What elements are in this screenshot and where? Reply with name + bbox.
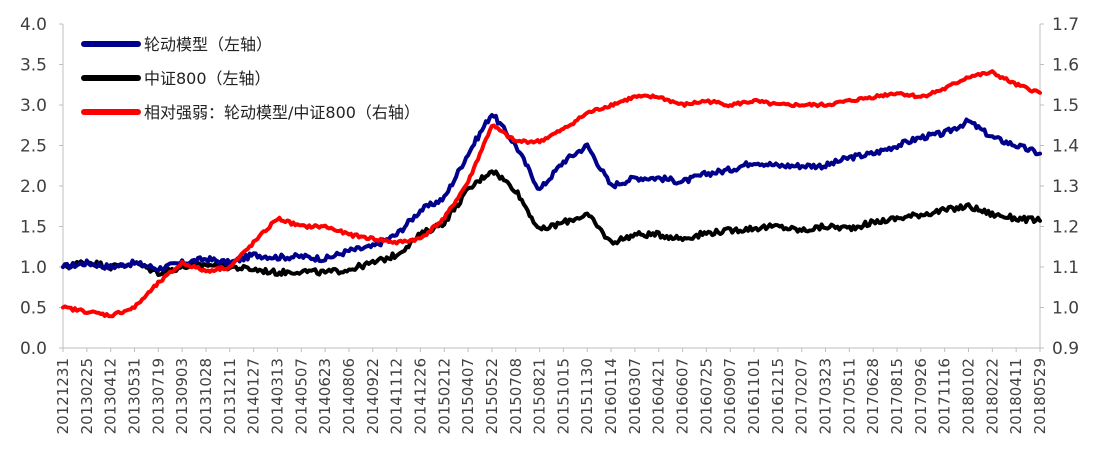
x-tick-label: 20170207 <box>793 358 811 434</box>
series-line-0 <box>61 113 1042 273</box>
left-tick-label: 0.0 <box>20 339 47 359</box>
x-tick-label: 20140507 <box>292 358 310 434</box>
x-tick-label: 20150522 <box>483 358 501 434</box>
left-tick-label: 3.5 <box>20 56 47 76</box>
x-tick-label: 20140922 <box>364 358 382 434</box>
x-tick-label: 20180102 <box>960 358 978 434</box>
left-tick-label: 2.5 <box>20 137 47 157</box>
x-tick-label: 20130225 <box>78 358 96 434</box>
right-tick-label: 1.4 <box>1052 137 1079 157</box>
x-tick-label: 20160114 <box>602 358 620 434</box>
left-tick-label: 1.5 <box>20 218 47 238</box>
left-tick-label: 1.0 <box>20 258 47 278</box>
chart-axes: 0.0 0.5 1.0 1.5 2.0 2.5 3.0 3.5 4.0 0.9 1.0 1.1 1.2 1… <box>20 15 1079 434</box>
x-tick-label: 20170815 <box>888 358 906 434</box>
legend-label-1: 中证800（左轴） <box>144 69 271 88</box>
x-tick-label: 20140313 <box>268 358 286 434</box>
x-tick-label: 20130531 <box>125 358 143 434</box>
x-tick-label: 20160725 <box>697 358 715 434</box>
series-line-2 <box>61 69 1042 319</box>
x-tick-label: 20170628 <box>864 358 882 434</box>
x-tick-label: 20140806 <box>340 358 358 434</box>
x-tick-label: 20180529 <box>1031 358 1049 434</box>
x-tick-label: 20130903 <box>173 358 191 434</box>
x-tick-label: 20170323 <box>817 358 835 434</box>
x-tick-label: 20140127 <box>245 358 263 434</box>
x-tick-label: 20160607 <box>674 358 692 434</box>
right-tick-label: 1.1 <box>1052 258 1079 278</box>
x-tick-label: 20141226 <box>411 358 429 434</box>
chart-legend: 轮动模型（左轴） 中证800（左轴） 相对强弱：轮动模型/中证800（右轴） <box>81 35 420 122</box>
left-tick-label: 0.5 <box>20 299 47 319</box>
x-tick-label: 20141112 <box>388 358 406 434</box>
x-tick-label: 20180411 <box>1007 358 1025 434</box>
x-tick-label: 20130412 <box>102 358 120 434</box>
right-tick-label: 1.3 <box>1052 177 1079 197</box>
left-tick-label: 3.0 <box>20 96 47 116</box>
legend-label-0: 轮动模型（左轴） <box>144 35 272 54</box>
x-tick-label: 20131211 <box>221 358 239 434</box>
x-tick-label: 20150407 <box>459 358 477 434</box>
right-tick-label: 1.5 <box>1052 96 1079 116</box>
x-tick-label: 20151130 <box>578 358 596 434</box>
x-tick-label: 20170511 <box>840 358 858 434</box>
right-tick-label: 0.9 <box>1052 339 1079 359</box>
x-tick-label: 20171116 <box>936 358 954 434</box>
x-tick-label: 20161215 <box>769 358 787 434</box>
x-tick-label: 20160421 <box>650 358 668 434</box>
x-tick-label: 20160907 <box>721 358 739 434</box>
x-tick-label: 20121231 <box>54 358 72 434</box>
x-tick-label: 20180222 <box>983 358 1001 434</box>
x-tick-label: 20160307 <box>626 358 644 434</box>
x-tick-label: 20150708 <box>507 358 525 434</box>
x-tick-label: 20170926 <box>912 358 930 434</box>
x-tick-label: 20140623 <box>316 358 334 434</box>
left-tick-label: 2.0 <box>20 177 47 197</box>
right-tick-label: 1.2 <box>1052 218 1079 238</box>
chart-series-lines <box>61 69 1042 319</box>
x-tick-label: 20131028 <box>197 358 215 434</box>
right-tick-label: 1.6 <box>1052 56 1079 76</box>
legend-label-2: 相对强弱：轮动模型/中证800（右轴） <box>144 103 420 122</box>
x-tick-label: 20151015 <box>554 358 572 434</box>
x-tick-label: 20150212 <box>435 358 453 434</box>
x-tick-label: 20150821 <box>531 358 549 434</box>
x-tick-label: 20161101 <box>745 358 763 434</box>
x-tick-label: 20130719 <box>149 358 167 434</box>
right-tick-label: 1.0 <box>1052 299 1079 319</box>
left-tick-label: 4.0 <box>20 15 47 35</box>
right-tick-label: 1.7 <box>1052 15 1079 35</box>
